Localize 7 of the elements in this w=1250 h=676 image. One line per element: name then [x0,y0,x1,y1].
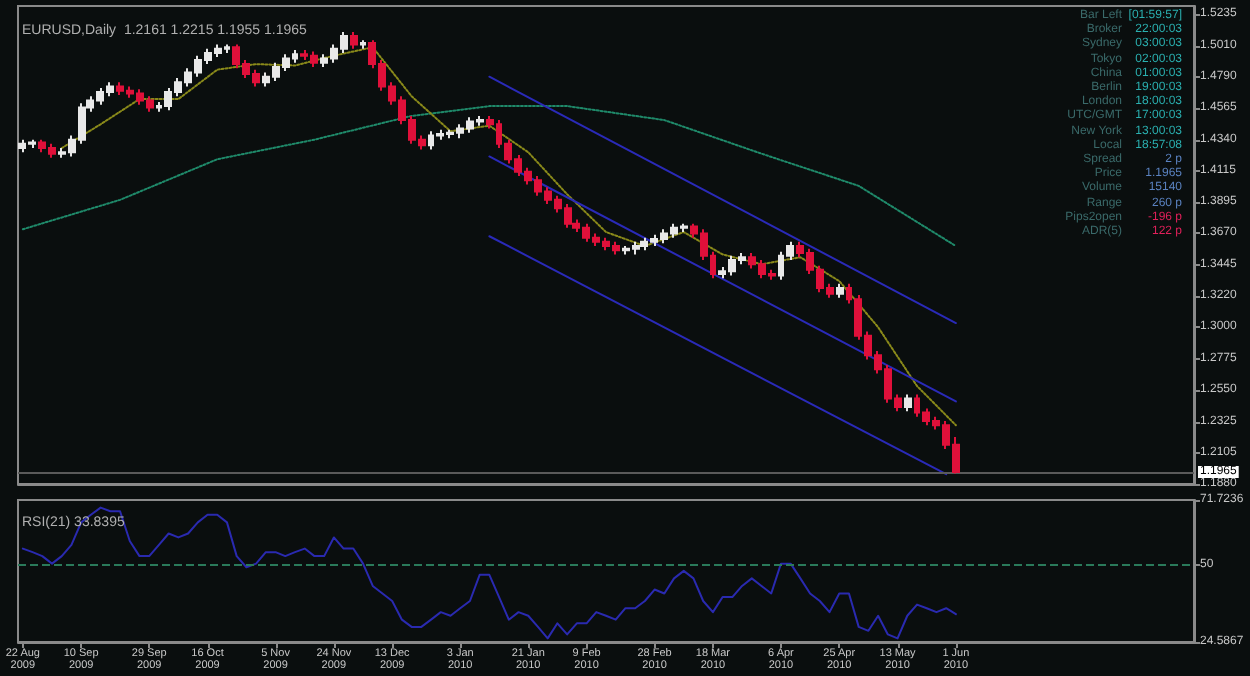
line-series [60,46,957,427]
candlestick [350,30,358,50]
line-series [21,105,957,248]
candlestick [836,282,844,299]
candlestick [360,39,366,50]
line-series [21,506,957,640]
candlestick [904,393,912,413]
